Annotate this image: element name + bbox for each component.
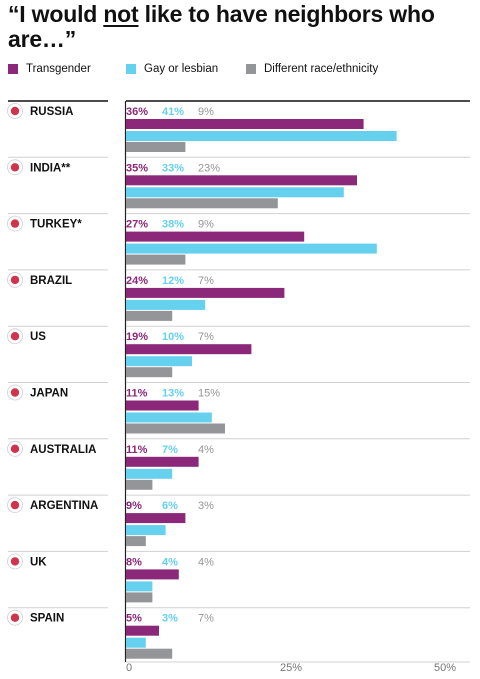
australia-flag-icon-mark	[10, 444, 20, 453]
value-label-gay-spain: 3%	[162, 613, 178, 625]
legend-item-race: Different race/ethnicity	[246, 63, 378, 75]
legend-swatch-gay	[126, 64, 136, 74]
value-label-gay-turkey: 38%	[162, 219, 184, 231]
bar-race-spain	[126, 648, 173, 659]
value-label-race-argentina: 3%	[198, 500, 214, 512]
bar-gay-argentina	[126, 525, 166, 536]
title-emphasis: not	[103, 1, 139, 27]
legend-label-race: Different race/ethnicity	[264, 63, 379, 75]
bar-gay-uk	[126, 581, 153, 592]
bar-transgender-spain	[126, 625, 159, 636]
spain-flag-icon-mark	[10, 613, 20, 622]
value-label-gay-argentina: 6%	[162, 500, 178, 512]
value-label-gay-japan: 13%	[162, 388, 184, 400]
value-label-race-russia: 9%	[198, 106, 214, 118]
value-label-transgender-japan: 11%	[126, 388, 148, 400]
value-label-race-turkey: 9%	[198, 219, 214, 231]
bar-race-us	[126, 367, 173, 378]
country-label-spain: SPAIN	[30, 613, 64, 625]
bar-gay-india	[126, 187, 344, 198]
bar-race-turkey	[126, 254, 186, 265]
us-flag-icon-mark	[10, 332, 20, 341]
bar-transgender-japan	[126, 400, 199, 411]
legend-item-transgender: Transgender	[8, 63, 91, 75]
value-label-transgender-argentina: 9%	[126, 500, 142, 512]
value-label-transgender-india: 35%	[126, 162, 148, 174]
japan-flag-icon-mark	[10, 388, 20, 397]
value-label-transgender-us: 19%	[126, 331, 148, 343]
value-label-transgender-russia: 36%	[126, 106, 148, 118]
legend-swatch-transgender	[8, 64, 18, 74]
value-label-gay-us: 10%	[162, 331, 184, 343]
bar-gay-japan	[126, 412, 212, 423]
legend-label-transgender: Transgender	[26, 63, 91, 75]
legend-swatch-race	[246, 64, 256, 74]
value-label-race-brazil: 7%	[198, 275, 214, 287]
bar-race-argentina	[126, 536, 146, 547]
value-label-transgender-turkey: 27%	[126, 219, 148, 231]
bar-race-japan	[126, 423, 225, 434]
value-label-race-us: 7%	[198, 331, 214, 343]
bar-transgender-argentina	[126, 513, 186, 524]
value-label-race-australia: 4%	[198, 444, 214, 456]
value-label-gay-australia: 7%	[162, 444, 178, 456]
bar-transgender-brazil	[126, 287, 285, 298]
bar-race-australia	[126, 479, 153, 490]
bar-race-uk	[126, 592, 153, 603]
value-label-transgender-brazil: 24%	[126, 275, 148, 287]
country-label-turkey: TURKEY*	[30, 219, 82, 231]
bar-transgender-us	[126, 344, 252, 355]
value-label-gay-brazil: 12%	[162, 275, 184, 287]
value-label-race-japan: 15%	[198, 388, 220, 400]
country-label-uk: UK	[30, 556, 47, 568]
value-label-transgender-spain: 5%	[126, 613, 142, 625]
bar-race-russia	[126, 142, 186, 152]
argentina-flag-icon-mark	[10, 500, 20, 510]
country-label-australia: AUSTRALIA	[30, 444, 96, 456]
legend-item-gay: Gay or lesbian	[126, 63, 218, 75]
country-label-japan: JAPAN	[30, 388, 68, 400]
russia-flag-icon-mark	[10, 106, 20, 116]
country-label-brazil: BRAZIL	[30, 275, 72, 287]
bar-gay-us	[126, 356, 192, 367]
bar-gay-australia	[126, 468, 173, 479]
country-label-us: US	[30, 331, 46, 343]
value-label-gay-uk: 4%	[162, 556, 178, 568]
bar-transgender-australia	[126, 456, 199, 467]
legend-label-gay: Gay or lesbian	[144, 63, 219, 75]
bar-transgender-russia	[126, 119, 364, 129]
value-label-gay-russia: 41%	[162, 106, 184, 118]
value-label-race-spain: 7%	[198, 613, 214, 625]
value-label-transgender-uk: 8%	[126, 556, 142, 568]
country-label-argentina: ARGENTINA	[30, 500, 98, 512]
bar-race-brazil	[126, 310, 173, 321]
value-label-race-india: 23%	[198, 162, 220, 174]
chart-title: “I would not like to have neighbors who …	[8, 1, 435, 52]
bar-race-india	[126, 198, 278, 209]
bar-gay-brazil	[126, 299, 206, 310]
value-label-gay-india: 33%	[162, 162, 184, 174]
india-flag-icon-mark	[10, 163, 20, 172]
country-label-russia: RUSSIA	[30, 106, 73, 118]
value-label-transgender-australia: 11%	[126, 444, 148, 456]
x-tick-label-2: 50%	[434, 662, 456, 674]
bar-gay-turkey	[126, 243, 377, 254]
uk-flag-icon-mark	[10, 557, 20, 566]
bar-gay-spain	[126, 637, 146, 648]
x-tick-label-1: 25%	[280, 662, 302, 674]
bar-gay-russia	[126, 131, 397, 141]
bar-transgender-india	[126, 175, 357, 186]
legend: Transgender Gay or lesbian Different rac…	[8, 63, 474, 79]
country-label-india: INDIA**	[30, 162, 71, 174]
bar-transgender-turkey	[126, 231, 305, 242]
x-tick-label-0: 0	[126, 662, 132, 674]
bar-transgender-uk	[126, 569, 179, 580]
value-label-race-uk: 4%	[198, 556, 214, 568]
brazil-flag-icon-mark	[10, 275, 20, 285]
turkey-flag-icon-mark	[10, 219, 20, 228]
